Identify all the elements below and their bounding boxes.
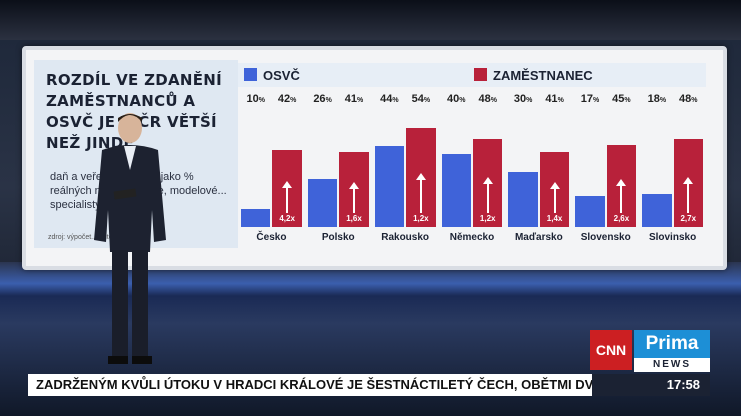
chart-source: zdroj: výpočet... autor: sta: [48, 234, 129, 241]
legend-bar: [238, 63, 706, 87]
ratio-label: 2,6x: [613, 214, 630, 223]
value-label-zamestnanec: 41%: [344, 93, 364, 105]
legend-swatch-osvc: [244, 68, 257, 81]
ratio-label: 1,4x: [546, 214, 563, 223]
ratio-arrow: [482, 177, 493, 213]
news-logo: NEWS: [634, 358, 710, 372]
ratio-arrow: [616, 179, 627, 213]
news-ticker: ZADRŽENÝM KVŮLI ÚTOKU V HRADCI KRÁLOVÉ J…: [28, 374, 592, 396]
ratio-arrow: [415, 173, 426, 213]
bar-osvc: [241, 208, 271, 227]
ratio-label: 1,2x: [479, 214, 496, 223]
bar-chart: 10% 42% 4,2x Česko 26% 41% 1,6x Polsko 44% 54% 1,2…: [238, 89, 706, 249]
category-label: Německo: [439, 227, 505, 249]
bar-osvc: [374, 146, 405, 227]
ratio-arrow: [683, 177, 694, 213]
value-label-osvc: 26%: [313, 93, 332, 105]
value-label-osvc: 40%: [447, 93, 466, 105]
value-label-zamestnanec: 42%: [277, 93, 297, 105]
ratio-label: 4,2x: [279, 214, 295, 223]
cnn-logo: CNN: [590, 330, 632, 370]
studio-ceiling: [0, 0, 741, 40]
value-label-osvc: 17%: [580, 93, 600, 105]
value-label-osvc: 44%: [380, 93, 399, 105]
clock: 17:58: [592, 374, 710, 396]
value-label-osvc: 30%: [513, 93, 533, 105]
value-label-zamestnanec: 45%: [612, 93, 631, 105]
ratio-label: 2,7x: [680, 214, 697, 223]
ratio-label: 1,2x: [413, 214, 429, 223]
ratio-arrow: [282, 181, 293, 213]
bar-osvc: [508, 172, 538, 227]
value-label-zamestnanec: 41%: [545, 93, 564, 105]
ratio-arrow: [549, 181, 560, 213]
value-label-zamestnanec: 48%: [478, 93, 497, 105]
value-label-zamestnanec: 48%: [679, 93, 698, 105]
value-label-osvc: 18%: [647, 93, 667, 105]
category-label: Polsko: [305, 227, 371, 249]
category-label: Slovinsko: [640, 227, 705, 249]
bar-osvc: [642, 194, 672, 227]
legend-swatch-zamestnanec: [474, 68, 487, 81]
category-label: Rakousko: [372, 227, 438, 249]
presenter-figure: [94, 113, 166, 364]
legend-label-osvc: OSVČ: [263, 68, 300, 83]
bar-osvc: [441, 153, 471, 227]
category-label: Česko: [239, 227, 304, 249]
prima-logo: Prima: [634, 330, 710, 358]
category-label: Slovensko: [573, 227, 639, 249]
ratio-arrow: [349, 181, 359, 213]
value-label-osvc: 10%: [246, 93, 265, 105]
bar-osvc: [307, 179, 338, 227]
value-label-zamestnanec: 54%: [411, 93, 431, 105]
category-label: Maďarsko: [506, 227, 572, 249]
legend-label-zamestnanec: ZAMĚSTNANEC: [493, 68, 593, 83]
ratio-label: 1,6x: [346, 214, 362, 223]
bar-osvc: [575, 195, 605, 227]
